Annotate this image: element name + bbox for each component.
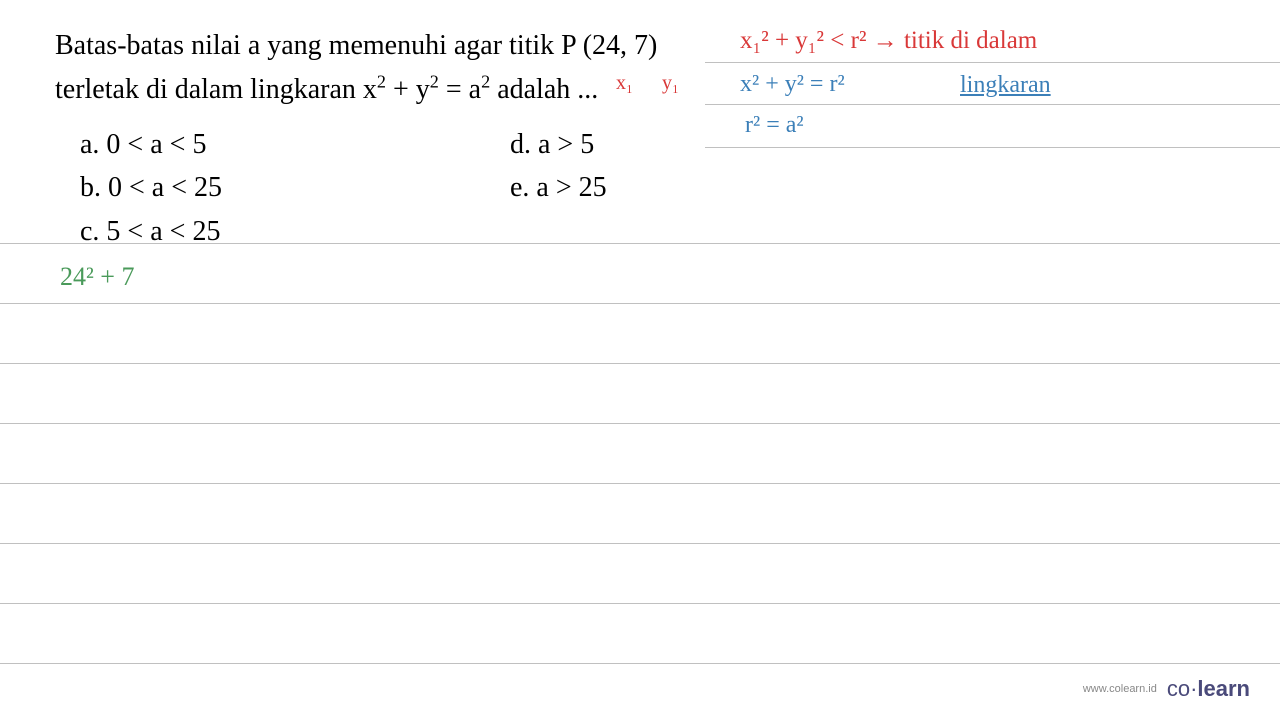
sup-2b: 2: [430, 72, 439, 92]
sup-2c: 2: [481, 72, 490, 92]
options-column-1: a. 0 < a < 5 b. 0 < a < 25 c. 5 < a < 25: [80, 123, 510, 253]
q2-prefix: terletak di dalam lingkaran x: [55, 74, 377, 105]
annotation-blue-eq2: r² = a²: [745, 112, 804, 139]
annotation-red-xi: x₁: [616, 72, 633, 95]
ruled-line: [0, 303, 1280, 304]
question-text-1: Batas-batas nilai a yang memenuhi agar t…: [55, 30, 657, 61]
question-line-2: terletak di dalam lingkaran x2 + y2 = a2…: [55, 69, 1235, 111]
ruled-line: [0, 543, 1280, 544]
logo-prefix: co·: [1167, 676, 1198, 701]
annotation-green-work: 24² + 7: [60, 262, 134, 292]
annotation-red-condition: x₁² + y₁² < r² → titik di dalam: [740, 27, 1037, 55]
q2-mid: + y: [386, 74, 430, 105]
q2-suffix: adalah ...: [490, 74, 598, 105]
footer-logo: co·learn: [1167, 676, 1250, 702]
options-column-2: d. a > 5 e. a > 25: [510, 123, 710, 253]
annotation-blue-eq1: x² + y² = r²: [740, 71, 845, 98]
option-e: e. a > 25: [510, 166, 710, 209]
content-area: Batas-batas nilai a yang memenuhi agar t…: [55, 25, 1235, 253]
option-b: b. 0 < a < 25: [80, 166, 510, 209]
ruled-line: [0, 423, 1280, 424]
q2-mid2: = a: [439, 74, 481, 105]
sup-2a: 2: [377, 72, 386, 92]
annotation-blue-lingkaran: lingkaran: [960, 72, 1051, 99]
ruled-line: [0, 363, 1280, 364]
ruled-line: [0, 663, 1280, 664]
ruled-line: [0, 603, 1280, 604]
option-c: c. 5 < a < 25: [80, 210, 510, 253]
option-a: a. 0 < a < 5: [80, 123, 510, 166]
question-line-1: Batas-batas nilai a yang memenuhi agar t…: [55, 25, 1235, 67]
annotation-red-yi: y₁: [662, 72, 679, 95]
option-d: d. a > 5: [510, 123, 710, 166]
logo-bold: learn: [1197, 676, 1250, 701]
ruled-line: [0, 483, 1280, 484]
footer-url: www.colearn.id: [1083, 683, 1157, 695]
footer: www.colearn.id co·learn: [1083, 676, 1250, 702]
options-container: a. 0 < a < 5 b. 0 < a < 25 c. 5 < a < 25…: [80, 123, 1235, 253]
